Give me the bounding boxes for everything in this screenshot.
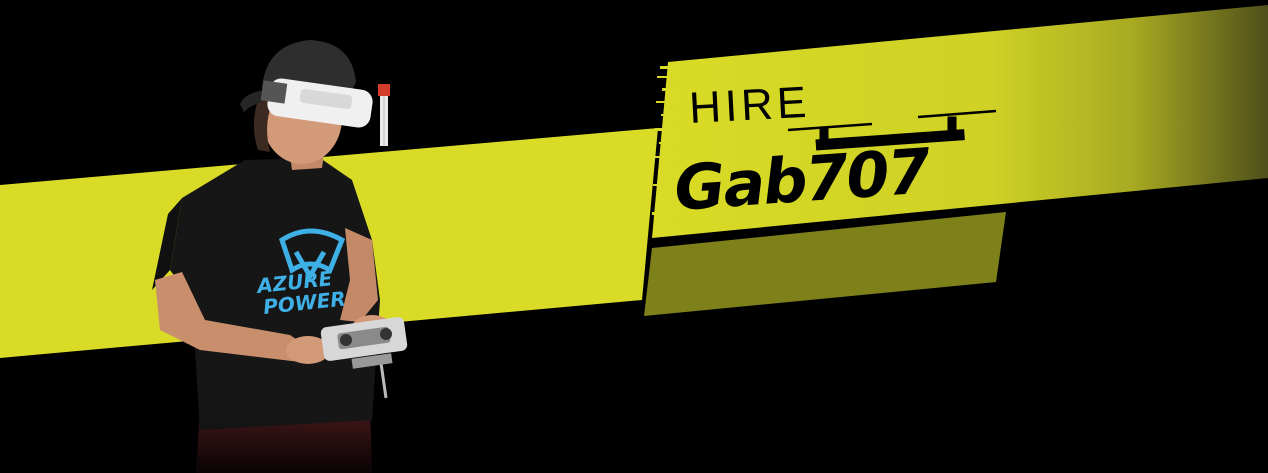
hire-label: HIRE [688,78,812,133]
lower-accent-stripe [644,212,1006,316]
pilot-shirt [170,158,380,430]
right-accent-stripe [652,5,1268,238]
pilot-right-arm [340,228,378,322]
brush-edge [652,66,674,227]
pilot-name: Gab707 [672,134,934,225]
pilot-photo: AZURE POWER [152,40,408,473]
radio-controller-icon [320,317,408,399]
drone-icon [787,109,997,151]
pilot-left-arm [155,272,312,362]
fpv-goggles-icon [260,78,390,146]
